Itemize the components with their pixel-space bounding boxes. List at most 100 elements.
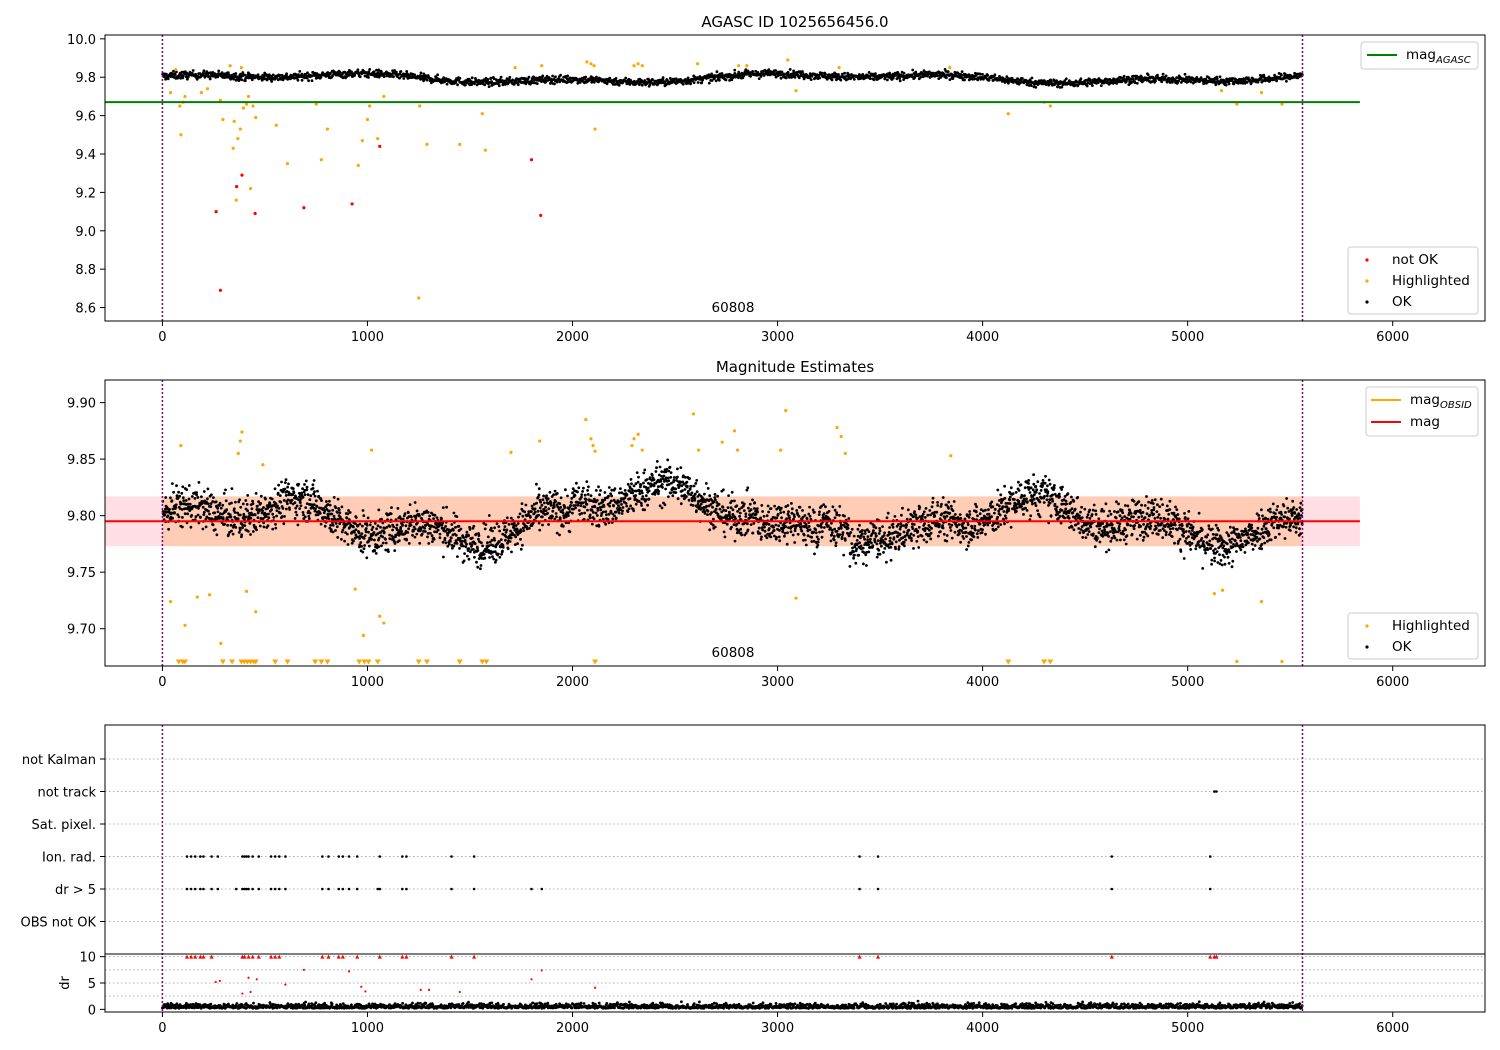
ok-point <box>495 522 499 526</box>
ok-point <box>595 514 599 517</box>
ok-point <box>373 522 377 525</box>
ok-point <box>381 541 385 545</box>
highlighted-point <box>632 64 636 68</box>
ok-point <box>467 547 471 551</box>
ok-point <box>543 501 546 505</box>
ok-point <box>605 82 609 86</box>
ok-point <box>477 537 480 541</box>
ok-point <box>986 73 990 77</box>
ok-point <box>456 555 459 558</box>
ok-point <box>430 534 434 538</box>
ok-point <box>320 499 323 502</box>
ok-point <box>553 82 556 86</box>
ok-point <box>343 539 346 543</box>
ok-point <box>283 515 286 518</box>
ok-point <box>253 513 257 517</box>
ok-point <box>785 542 789 546</box>
ok-point <box>824 505 827 509</box>
ok-point <box>326 71 330 74</box>
ok-point <box>362 514 366 518</box>
ok-point <box>533 510 537 514</box>
ok-point <box>765 536 769 540</box>
ok-point <box>909 532 913 536</box>
ok-point <box>480 541 483 545</box>
highlighted-point <box>239 66 243 70</box>
ok-point <box>354 528 358 532</box>
ok-point <box>406 511 410 514</box>
ok-point <box>567 507 571 511</box>
ok-point <box>905 523 909 527</box>
ok-point <box>286 485 289 489</box>
ok-point <box>722 530 726 534</box>
ok-point <box>579 504 583 508</box>
ok-point <box>246 529 250 533</box>
legend-highlighted: Highlighted <box>1392 273 1470 289</box>
ok-point <box>375 68 378 72</box>
ok-point <box>820 535 824 539</box>
ok-point <box>804 524 808 527</box>
ok-point <box>489 526 493 530</box>
ok-point <box>700 81 704 85</box>
ok-point <box>891 522 895 526</box>
ok-point <box>867 543 870 547</box>
ok-point <box>855 539 859 542</box>
ok-point <box>912 533 916 537</box>
ok-point <box>941 526 945 530</box>
ok-point <box>818 510 821 514</box>
ok-point <box>642 471 646 475</box>
ok-point <box>720 72 724 75</box>
ok-point <box>803 538 807 542</box>
ok-point <box>1280 73 1283 77</box>
ok-point <box>163 75 166 78</box>
ok-point <box>452 544 456 548</box>
ok-point <box>395 70 398 74</box>
ok-point <box>1029 84 1033 87</box>
ok-point <box>211 523 215 527</box>
ok-point <box>823 526 826 529</box>
ok-point <box>742 502 746 506</box>
ok-point <box>170 499 174 503</box>
ok-point <box>920 515 924 519</box>
ok-point <box>730 490 734 494</box>
ok-point <box>945 534 949 537</box>
ok-point <box>255 528 258 532</box>
ok-point <box>733 68 737 72</box>
ok-point <box>861 529 864 532</box>
ok-point <box>267 516 271 520</box>
ok-point <box>266 524 270 528</box>
ok-point <box>685 480 689 484</box>
highlighted-point <box>183 94 187 99</box>
ok-point <box>681 489 684 493</box>
ok-point <box>617 83 621 87</box>
ok-point <box>234 500 237 504</box>
ok-point <box>284 478 288 482</box>
ok-point <box>642 481 645 485</box>
ok-point <box>225 73 229 77</box>
ok-point <box>336 497 340 501</box>
ok-point <box>577 509 581 512</box>
ok-point <box>535 482 538 486</box>
ok-point <box>716 494 719 498</box>
ok-point <box>182 499 186 502</box>
ok-point <box>661 477 665 481</box>
ok-point <box>388 537 392 541</box>
ok-point <box>757 526 761 530</box>
ok-point <box>795 509 799 512</box>
ok-point <box>806 534 810 538</box>
ok-point <box>960 70 964 74</box>
ok-point <box>929 531 933 535</box>
ok-point <box>433 513 437 517</box>
ok-point <box>569 504 572 507</box>
ok-point <box>1064 77 1068 81</box>
ok-point <box>666 476 670 480</box>
ok-point <box>724 78 728 82</box>
ok-point <box>586 493 590 496</box>
ok-point <box>505 528 509 532</box>
ok-point <box>293 501 297 504</box>
ok-point <box>497 540 501 544</box>
ok-point <box>350 70 353 74</box>
ok-point <box>276 491 280 495</box>
ok-point <box>444 525 447 528</box>
ok-point <box>674 487 678 491</box>
ok-point <box>885 560 888 564</box>
